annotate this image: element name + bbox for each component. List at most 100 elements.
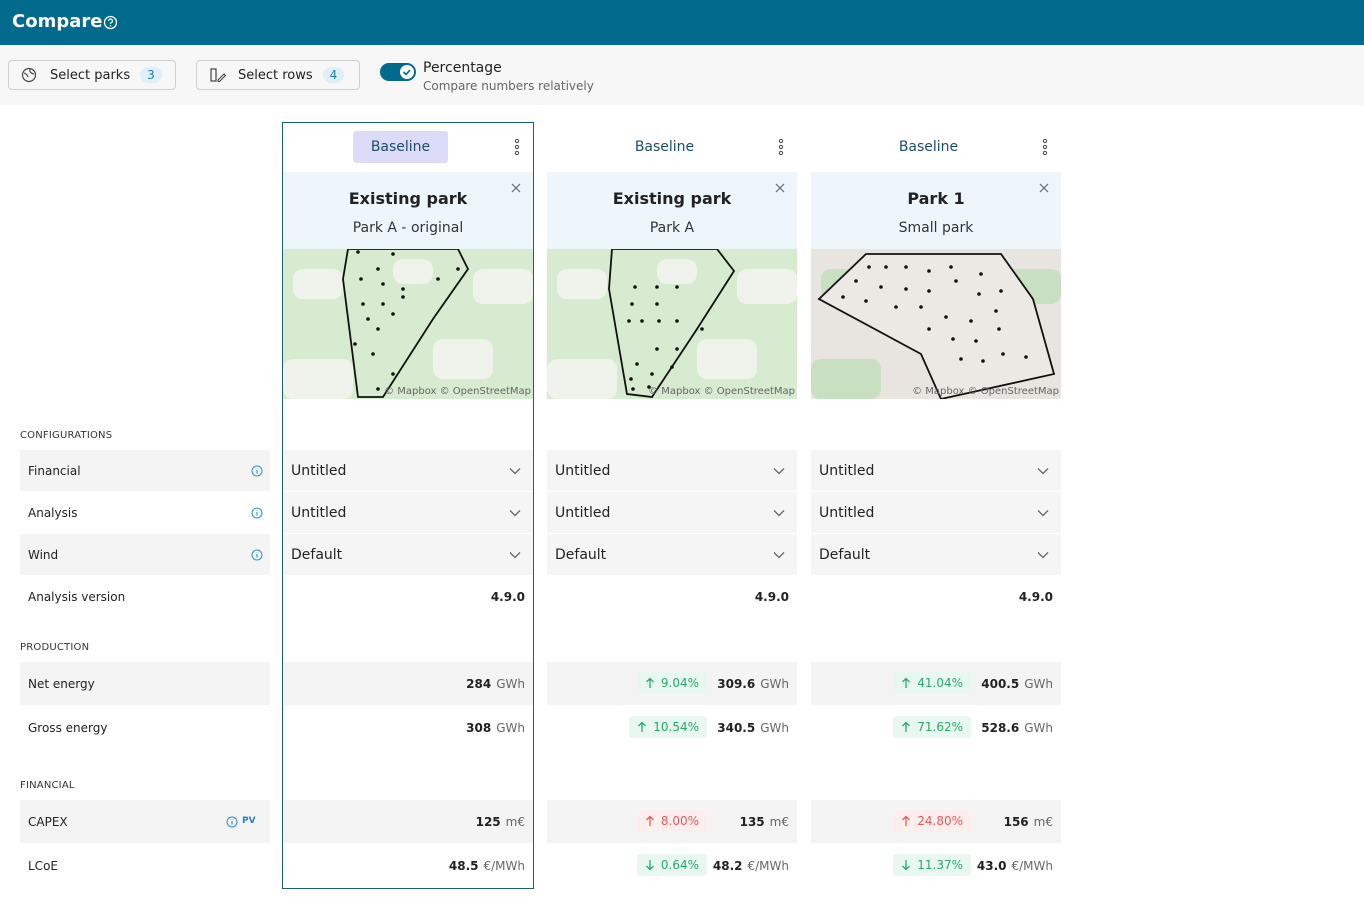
config-select[interactable]: Untitled	[811, 492, 1061, 533]
chevron	[509, 467, 521, 474]
toggle-check	[402, 69, 411, 76]
map-patch	[737, 269, 797, 304]
config-select[interactable]: Untitled	[283, 450, 533, 491]
change-arrow	[902, 721, 911, 732]
turbine	[954, 279, 958, 283]
select-value: Untitled	[555, 504, 611, 521]
value: 309.6	[717, 676, 756, 691]
park-name: Existing park	[612, 189, 732, 208]
close-icon[interactable]	[1039, 183, 1049, 193]
arrow	[645, 859, 654, 870]
change-badge: 11.37%	[893, 853, 971, 876]
kebab-menu[interactable]	[1042, 139, 1048, 155]
turbine	[864, 299, 868, 303]
value: 135	[739, 814, 765, 829]
turbine	[867, 265, 871, 269]
toggle-description: Compare numbers relatively	[423, 79, 594, 93]
turbine	[635, 362, 639, 366]
value: 308	[466, 720, 492, 735]
turbine	[371, 352, 375, 356]
map-patch	[547, 359, 617, 399]
turbine	[436, 277, 440, 281]
config-select[interactable]: Untitled	[547, 492, 797, 533]
turbine	[675, 319, 679, 323]
row-label-cell: CAPEX	[20, 800, 270, 843]
select-parks-button[interactable]: Select parks 3	[8, 60, 176, 90]
change-badge: 10.54%	[629, 715, 707, 738]
count-badge: 4	[322, 67, 345, 83]
chevron-icon	[773, 467, 785, 474]
info-icon	[251, 507, 263, 518]
park-boundary	[342, 249, 470, 398]
row-tag: PV	[242, 815, 256, 826]
change-value: 24.80%	[917, 813, 963, 828]
row-label: Analysis	[28, 505, 78, 520]
map-attribution: © Mapbox © OpenStreetMap	[912, 386, 1059, 397]
turbine	[1001, 352, 1005, 356]
turbine	[353, 342, 357, 346]
config-select[interactable]: Default	[811, 534, 1061, 575]
value: 4.9.0	[490, 589, 525, 604]
turbine	[655, 285, 659, 289]
map-attribution: © Mapbox © OpenStreetMap	[648, 386, 795, 397]
change-value: 41.04%	[917, 675, 963, 690]
close-icon[interactable]	[775, 183, 785, 193]
config-select[interactable]: Default	[283, 534, 533, 575]
turbine	[361, 302, 365, 306]
close	[1039, 183, 1049, 193]
kebab-dot	[778, 144, 784, 150]
change-badge: 9.04%	[636, 671, 707, 694]
map-patch	[473, 269, 533, 304]
close-icon[interactable]	[511, 183, 521, 193]
map-patch	[657, 259, 697, 284]
value-cell: 43.0 €/MWh	[811, 844, 1053, 887]
help-icon[interactable]	[103, 15, 118, 30]
change-value: 8.00%	[660, 813, 699, 828]
turbine	[640, 319, 644, 323]
arrow	[902, 859, 911, 870]
turbine	[997, 327, 1001, 331]
row-label: LCoE	[28, 858, 58, 873]
config-select[interactable]: Untitled	[283, 492, 533, 533]
info-circle	[251, 507, 263, 518]
kebab-menu[interactable]	[514, 139, 520, 155]
config-select[interactable]: Default	[547, 534, 797, 575]
config-select[interactable]: Untitled	[547, 450, 797, 491]
unit: GWh	[760, 720, 789, 735]
toggle-knob	[400, 65, 414, 79]
park-name: Park 1	[907, 189, 965, 208]
turbine	[904, 265, 908, 269]
turbine	[629, 377, 633, 381]
unit: m€	[1033, 814, 1053, 829]
turbine	[376, 387, 380, 391]
value-cell: 135 m€	[547, 800, 789, 843]
kebab-menu[interactable]	[778, 139, 784, 155]
select-value: Untitled	[819, 504, 875, 521]
unit: GWh	[760, 676, 789, 691]
change-value: 0.64%	[660, 857, 699, 872]
unit: €/MWh	[747, 858, 789, 873]
value: 156	[1003, 814, 1029, 829]
config-select[interactable]: Untitled	[811, 450, 1061, 491]
turbine	[904, 287, 908, 291]
count-badge: 3	[140, 67, 162, 83]
value: 125	[475, 814, 501, 829]
turbine	[381, 282, 385, 286]
value-cell: 48.2 €/MWh	[547, 844, 789, 887]
select-rows-button[interactable]: Select rows 4	[196, 60, 360, 90]
chevron	[773, 509, 785, 516]
change-value: 9.04%	[660, 675, 699, 690]
row-label: Analysis version	[28, 589, 126, 604]
percentage-toggle[interactable]	[380, 63, 416, 81]
value: 400.5	[981, 676, 1020, 691]
row-label-cell: Analysis	[20, 492, 270, 533]
turbine	[959, 357, 963, 361]
turbine	[979, 272, 983, 276]
row-label-cell: Gross energy	[20, 706, 270, 749]
info-circle	[251, 549, 263, 560]
cell-bg	[283, 800, 533, 843]
turbine	[391, 312, 395, 316]
turbine	[974, 339, 978, 343]
turbine	[879, 285, 883, 289]
arrow	[645, 677, 654, 688]
